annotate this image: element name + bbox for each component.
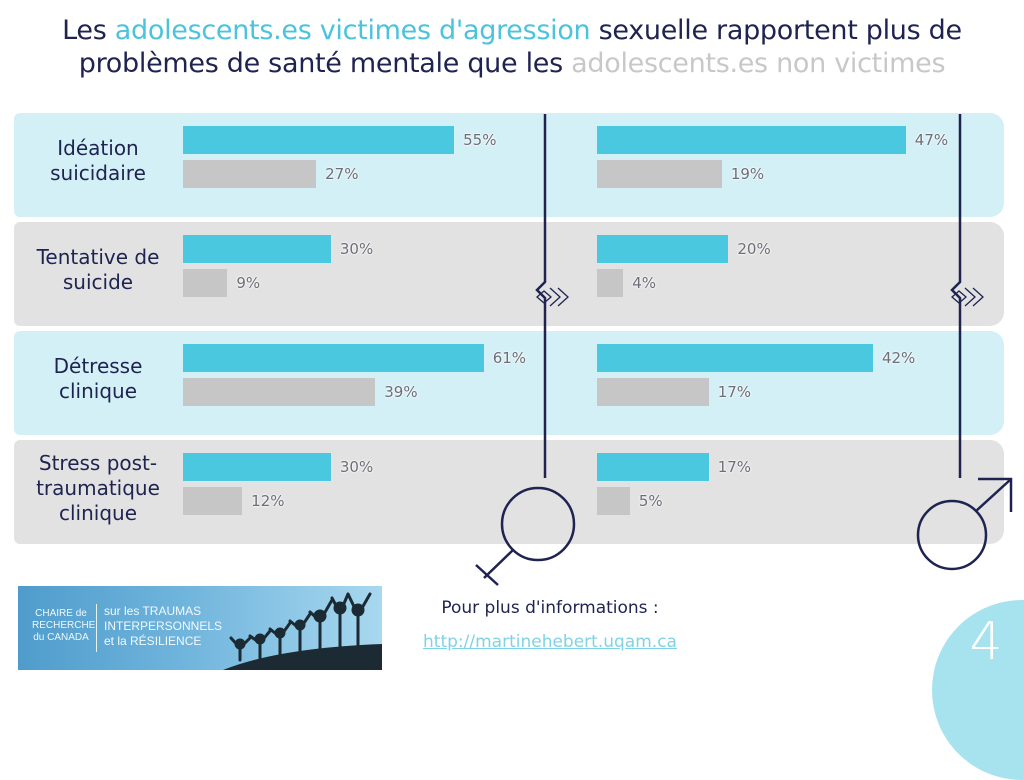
category-label: Stress post-traumatique clinique xyxy=(14,451,182,526)
logo-line: CHAIRE de xyxy=(35,608,87,619)
logo-line: RECHERCHE xyxy=(32,620,96,631)
category-band xyxy=(14,222,1004,326)
category-label-line: Détresse xyxy=(53,354,143,378)
victim-bar xyxy=(183,344,484,372)
non-victim-bar xyxy=(183,269,228,297)
logo-line: et la RÉSILIENCE xyxy=(104,634,202,648)
non-victim-bar xyxy=(597,160,722,188)
data-label: 12% xyxy=(251,492,285,510)
victim-bar xyxy=(597,126,906,154)
category-label: Tentative de suicide xyxy=(14,245,182,295)
category-label-line: Idéation xyxy=(57,136,139,160)
data-label: 5% xyxy=(638,492,663,510)
data-label: 19% xyxy=(730,165,765,183)
non-victim-bar xyxy=(183,378,376,406)
logo-theme-text: sur les TRAUMAS INTERPERSONNELS et la RÉ… xyxy=(104,604,222,649)
data-label: 27% xyxy=(325,165,359,183)
title-text: problèmes de santé mentale que les xyxy=(78,48,572,79)
category-label-line: suicidaire xyxy=(50,161,146,185)
non-victim-bar xyxy=(183,160,317,188)
category-label-line: clinique xyxy=(58,500,138,525)
category-label: Idéation suicidaire xyxy=(14,136,182,186)
children-silhouette-icon xyxy=(223,592,382,670)
data-label: 20% xyxy=(737,240,771,258)
page-number: 4 xyxy=(969,612,1003,672)
data-label: 61% xyxy=(492,349,527,367)
victim-bar xyxy=(183,453,331,481)
title-non-victims-highlight: adolescents.es non victimes xyxy=(571,48,946,79)
non-victim-bar xyxy=(597,378,709,406)
research-chair-logo: CHAIRE de RECHERCHE du CANADA sur les TR… xyxy=(18,586,382,670)
logo-line: du CANADA xyxy=(33,632,89,643)
category-label-line: suicide xyxy=(62,270,134,294)
title-victims-highlight: adolescents.es victimes d'agression xyxy=(114,15,591,46)
category-label-line: traumatique xyxy=(36,475,160,500)
website-link[interactable]: http://martinehebert.uqam.ca xyxy=(423,632,677,652)
data-label: 42% xyxy=(881,349,916,367)
data-label: 17% xyxy=(717,383,752,401)
data-label: 55% xyxy=(463,131,497,149)
victim-bar xyxy=(183,126,455,154)
logo-divider xyxy=(96,604,97,652)
title-text: sexuelle rapportent plus de xyxy=(590,15,962,46)
non-victim-bar xyxy=(183,487,243,515)
data-label: 39% xyxy=(384,383,418,401)
category-label-line: clinique xyxy=(58,379,138,403)
logo-chair-text: CHAIRE de RECHERCHE du CANADA xyxy=(32,608,96,644)
data-label: 17% xyxy=(717,458,752,476)
data-label: 30% xyxy=(339,240,374,258)
non-victim-bar xyxy=(597,269,624,297)
category-label-line: Tentative de xyxy=(36,245,160,269)
logo-line: sur les TRAUMAS xyxy=(104,604,202,618)
victim-bar xyxy=(597,344,873,372)
logo-line: INTERPERSONNELS xyxy=(104,619,223,633)
victim-bar xyxy=(597,453,709,481)
data-label: 4% xyxy=(632,274,657,292)
more-info-label: Pour plus d'informations : xyxy=(441,598,659,618)
category-label-line: Stress post- xyxy=(38,450,158,475)
victim-bar xyxy=(597,235,729,263)
title-text: Les xyxy=(62,15,115,46)
data-label: 9% xyxy=(236,274,261,292)
victim-bar xyxy=(183,235,331,263)
data-label: 47% xyxy=(914,131,949,149)
data-label: 30% xyxy=(339,458,374,476)
category-label: Détresse clinique xyxy=(14,354,182,404)
non-victim-bar xyxy=(597,487,630,515)
page-title: Les adolescents.es victimes d'agression … xyxy=(0,14,1024,80)
